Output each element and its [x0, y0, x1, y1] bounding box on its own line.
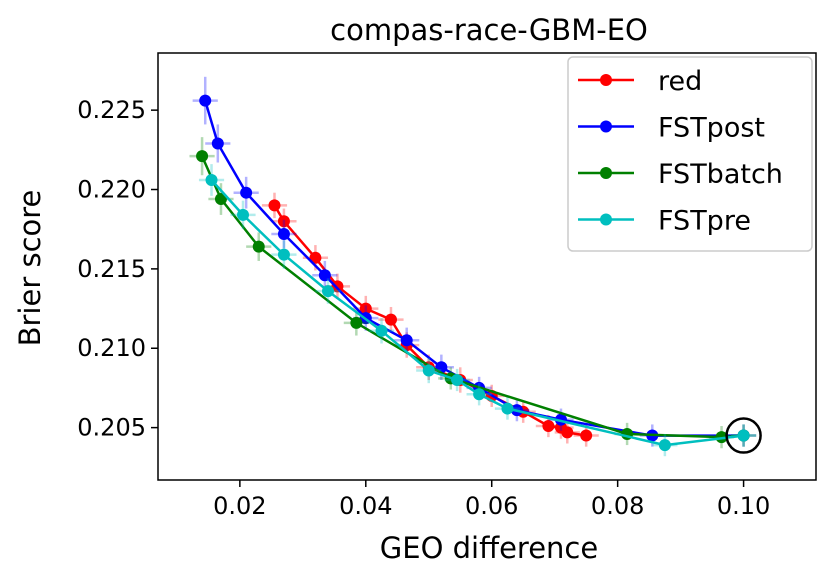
- legend-label-red: red: [658, 66, 702, 97]
- data-point-fstpre: [501, 402, 514, 415]
- y-tick-label: 0.205: [77, 414, 146, 442]
- x-axis-label: GEO difference: [380, 531, 598, 565]
- data-point-fstbatch: [214, 193, 227, 206]
- data-point-fstpost: [199, 94, 212, 107]
- legend-label-fstpre: FSTpre: [658, 206, 751, 237]
- y-tick-label: 0.220: [77, 176, 146, 204]
- data-point-fstpost: [318, 269, 331, 282]
- data-point-fstpost: [400, 334, 413, 347]
- legend-marker-fstpost: [600, 120, 612, 133]
- plot-area: 0.02 0.04 0.06 0.08 0.10 0.205 0.210 0.215 0.220…: [77, 52, 817, 520]
- data-point-fstpre: [658, 439, 671, 452]
- data-point-red: [309, 251, 322, 264]
- y-tick-label: 0.215: [77, 255, 146, 283]
- legend-box: [567, 56, 813, 252]
- data-point-red: [277, 215, 290, 228]
- data-point-fstpre: [473, 388, 486, 401]
- data-point-fstpre: [205, 173, 218, 186]
- data-point-fstpre: [322, 285, 335, 298]
- series-line-red: [273, 204, 587, 437]
- data-point-red: [384, 313, 397, 326]
- data-point-fstbatch: [350, 316, 363, 329]
- x-tick-label: 0.02: [213, 492, 266, 520]
- legend-label-fstpost: FSTpost: [658, 113, 765, 144]
- data-point-fstpre: [277, 248, 290, 261]
- series-group: [189, 76, 757, 457]
- x-tick-label: 0.06: [465, 492, 518, 520]
- data-point-red: [268, 199, 281, 212]
- plot-frame: [157, 52, 817, 481]
- data-point-fstpost: [211, 137, 224, 150]
- data-point-fstbatch: [252, 240, 265, 253]
- data-point-fstpre: [737, 429, 750, 442]
- data-point-red: [580, 429, 593, 442]
- chart-title: compas-race-GBM-EO: [330, 13, 648, 47]
- legend-marker-fstpre: [600, 213, 612, 226]
- data-point-red: [359, 302, 372, 315]
- x-tick-label: 0.10: [717, 492, 770, 520]
- legend-marker-fstbatch: [600, 167, 612, 179]
- legend-label-fstbatch: FSTbatch: [658, 159, 783, 190]
- data-point-fstbatch: [196, 150, 209, 163]
- data-point-fstpre: [237, 208, 250, 221]
- data-point-fstpre: [451, 373, 464, 386]
- y-tick-label: 0.225: [77, 96, 146, 124]
- data-point-red: [561, 426, 574, 439]
- x-tick-label: 0.04: [339, 492, 392, 520]
- data-point-red: [331, 280, 344, 293]
- x-tick-label: 0.08: [591, 492, 644, 520]
- data-point-fstpre: [375, 324, 388, 337]
- y-tick-label: 0.210: [77, 334, 146, 362]
- data-point-fstpost: [277, 227, 290, 240]
- legend-marker-red: [600, 74, 612, 86]
- reference-circle-marker: [725, 417, 762, 454]
- data-point-red: [542, 420, 555, 433]
- legend: red FSTpost FSTbatch FSTpre: [567, 56, 813, 252]
- data-point-fstpre: [422, 364, 435, 377]
- y-axis-label: Brier score: [13, 190, 47, 347]
- data-point-fstpost: [240, 186, 253, 199]
